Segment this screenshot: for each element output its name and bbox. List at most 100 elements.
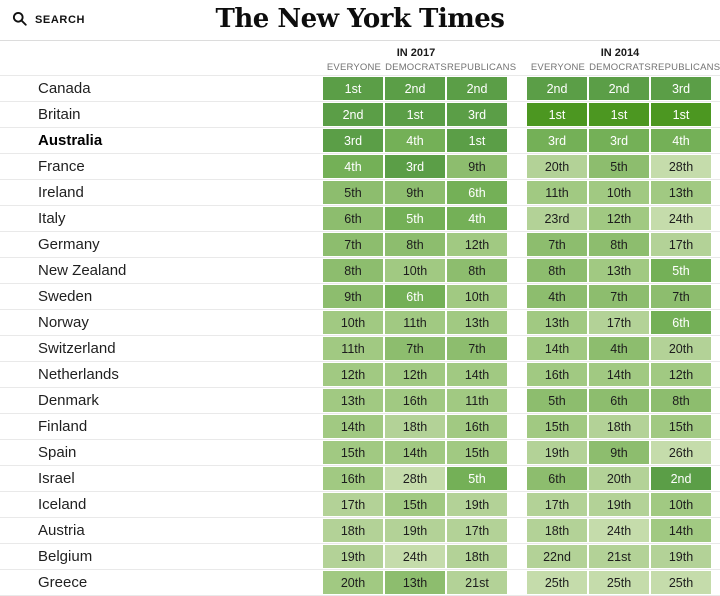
rank-cell: 14th: [527, 337, 587, 360]
rank-cell: 1st: [527, 103, 587, 126]
rank-cell: 6th: [447, 181, 507, 204]
table-row: Germany 7th 8th 12th 7th 8th 17th: [0, 231, 720, 257]
rank-cell: 12th: [385, 363, 445, 386]
rank-cell: 25th: [589, 571, 649, 594]
rank-cell: 2nd: [651, 467, 711, 490]
rank-cell: 12th: [323, 363, 383, 386]
country-label: Spain: [38, 444, 77, 461]
rank-cell: 28th: [385, 467, 445, 490]
country-label: Iceland: [38, 496, 87, 513]
search-button[interactable]: SEARCH: [12, 0, 85, 40]
group-label-2017: IN 2017: [396, 47, 436, 59]
country-label: Finland: [38, 418, 88, 435]
rank-cell: 14th: [323, 415, 383, 438]
rank-cell: 18th: [385, 415, 445, 438]
rank-cell: 13th: [447, 311, 507, 334]
rank-cell: 12th: [651, 363, 711, 386]
rank-cell: 1st: [651, 103, 711, 126]
rank-cell: 25th: [527, 571, 587, 594]
rank-cell: 14th: [385, 441, 445, 464]
rank-cell: 4th: [527, 285, 587, 308]
table-row: Netherlands 12th 12th 14th 16th 14th 12th: [0, 361, 720, 387]
rank-cell: 5th: [447, 467, 507, 490]
rank-cell: 11th: [323, 337, 383, 360]
rank-cell: 24th: [385, 545, 445, 568]
rank-cell: 3rd: [385, 155, 445, 178]
rank-cell: 5th: [385, 207, 445, 230]
country-label: Switzerland: [38, 340, 116, 357]
nyt-masthead-logo[interactable]: The New York Times: [215, 4, 505, 34]
rank-cell: 4th: [589, 337, 649, 360]
rank-cell: 7th: [651, 285, 711, 308]
year-group-header: IN 2017 IN 2014: [0, 43, 720, 59]
table-row: Denmark 13th 16th 11th 5th 6th 8th: [0, 387, 720, 413]
rank-cell: 16th: [527, 363, 587, 386]
country-label: Sweden: [38, 288, 93, 305]
rank-cell: 2nd: [589, 77, 649, 100]
rank-cell: 7th: [385, 337, 445, 360]
rank-cell: 17th: [447, 519, 507, 542]
rank-cell: 6th: [527, 467, 587, 490]
table-row: Ireland 5th 9th 6th 11th 10th 13th: [0, 179, 720, 205]
rank-cell: 18th: [323, 519, 383, 542]
rank-cell: 10th: [589, 181, 649, 204]
rank-cell: 3rd: [447, 103, 507, 126]
rank-cell: 19th: [651, 545, 711, 568]
rank-cell: 8th: [385, 233, 445, 256]
rank-cell: 15th: [323, 441, 383, 464]
rank-cell: 11th: [447, 389, 507, 412]
rank-cell: 4th: [385, 129, 445, 152]
rank-cell: 5th: [589, 155, 649, 178]
rank-cell: 13th: [385, 571, 445, 594]
rank-cell: 1st: [323, 77, 383, 100]
col-header-2014-republicans: REPUBLICANS: [651, 61, 720, 73]
rank-cell: 10th: [651, 493, 711, 516]
rank-cell: 10th: [447, 285, 507, 308]
rank-cell: 16th: [323, 467, 383, 490]
rank-cell: 9th: [589, 441, 649, 464]
table-row: Italy 6th 5th 4th 23rd 12th 24th: [0, 205, 720, 231]
rank-cell: 14th: [589, 363, 649, 386]
rank-cell: 1st: [589, 103, 649, 126]
rank-cell: 24th: [589, 519, 649, 542]
rank-cell: 5th: [651, 259, 711, 282]
rank-cell: 8th: [589, 233, 649, 256]
country-label: Germany: [38, 236, 100, 253]
rank-cell: 19th: [323, 545, 383, 568]
rank-cell: 19th: [385, 519, 445, 542]
rank-cell: 25th: [651, 571, 711, 594]
rank-cell: 7th: [323, 233, 383, 256]
rank-cell: 17th: [651, 233, 711, 256]
rank-cell: 4th: [323, 155, 383, 178]
col-header-2017-republicans: REPUBLICANS: [447, 61, 517, 73]
rank-cell: 21st: [447, 571, 507, 594]
rank-cell: 7th: [447, 337, 507, 360]
rank-cell: 2nd: [385, 77, 445, 100]
country-label: Italy: [38, 210, 66, 227]
rank-cell: 15th: [527, 415, 587, 438]
country-label: Israel: [38, 470, 75, 487]
country-label: Australia: [38, 132, 103, 149]
rank-cell: 19th: [447, 493, 507, 516]
table-row: Switzerland 11th 7th 7th 14th 4th 20th: [0, 335, 720, 361]
search-label: SEARCH: [35, 14, 86, 26]
rank-cell: 6th: [651, 311, 711, 334]
rank-cell: 9th: [385, 181, 445, 204]
table-row: Australia 3rd 4th 1st 3rd 3rd 4th: [0, 127, 720, 153]
table-row: Finland 14th 18th 16th 15th 18th 15th: [0, 413, 720, 439]
rank-cell: 8th: [527, 259, 587, 282]
rank-cell: 3rd: [651, 77, 711, 100]
rank-cell: 7th: [527, 233, 587, 256]
column-header-row: EVERYONE DEMOCRATS REPUBLICANS EVERYONE …: [0, 59, 720, 75]
rank-cell: 4th: [447, 207, 507, 230]
rank-cell: 12th: [589, 207, 649, 230]
rank-cell: 11th: [527, 181, 587, 204]
group-label-2014: IN 2014: [600, 47, 640, 59]
rank-cell: 19th: [527, 441, 587, 464]
rank-cell: 8th: [323, 259, 383, 282]
rank-cell: 21st: [589, 545, 649, 568]
search-icon: [12, 11, 27, 29]
rank-cell: 7th: [589, 285, 649, 308]
rank-cell: 22nd: [527, 545, 587, 568]
rank-cell: 20th: [651, 337, 711, 360]
